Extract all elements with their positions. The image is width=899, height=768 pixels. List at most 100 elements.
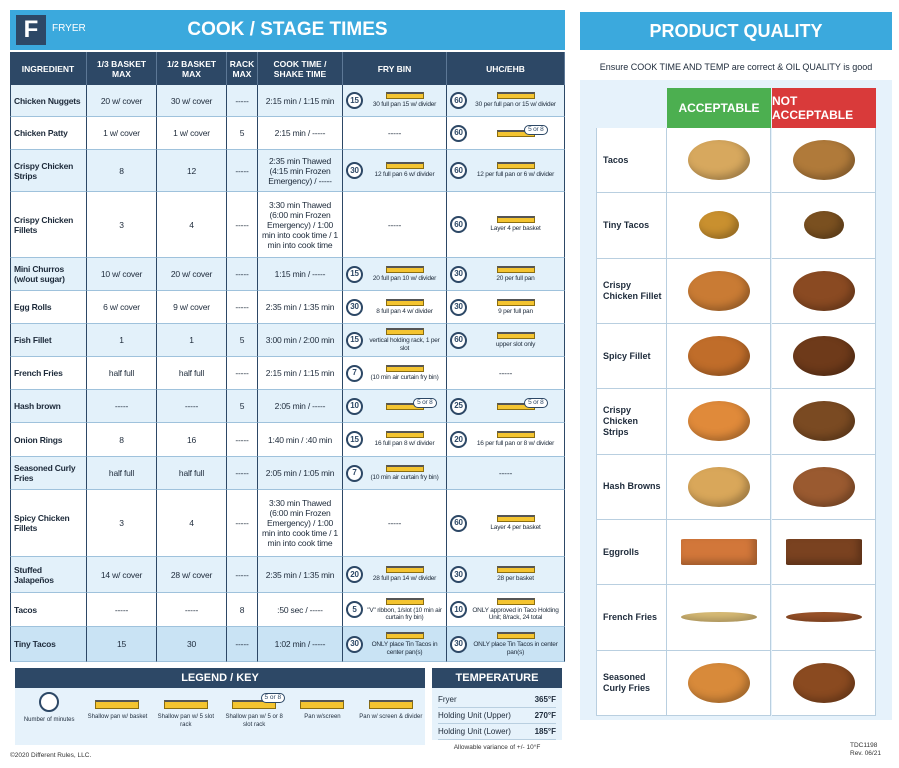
not-acceptable-photo-cell xyxy=(772,389,876,455)
fry-cell: 7 (10 min air curtain fry bin) xyxy=(343,357,447,390)
timer-icon: 25 xyxy=(450,397,467,415)
temperature-row: Holding Unit (Upper) 270°F xyxy=(438,708,556,724)
value-cell: half full xyxy=(87,457,157,490)
timer-icon: 15 xyxy=(346,331,363,349)
cell-content: 60 upper slot only xyxy=(450,331,561,349)
pan-info: 20 per full pan xyxy=(470,265,561,283)
fry-cell: 15 vertical holding rack, 1 per slot xyxy=(343,324,447,357)
pan-info: 8 full pan 4 w/ divider xyxy=(366,298,443,316)
rack-badge: 5 or 8 xyxy=(260,693,286,703)
ingredient-cell: Hash brown xyxy=(10,390,87,423)
pan-info: vertical holding rack, 1 per slot xyxy=(366,328,443,352)
product-name: Hash Browns xyxy=(603,481,661,492)
value-cell: ----- xyxy=(87,390,157,423)
temperature-value: 270°F xyxy=(534,711,556,720)
uhc-cell: 60 5 or 8 xyxy=(447,117,565,150)
pan-icon xyxy=(385,464,424,472)
cell-content: 15 30 full pan 15 w/ divider xyxy=(346,92,443,109)
legend-item: 5 or 8 Shallow pan w/ 5 or 8 slot rack xyxy=(220,692,288,742)
fry-cell: 30 8 full pan 4 w/ divider xyxy=(343,291,447,324)
product-name: Tiny Tacos xyxy=(603,219,650,230)
acceptable-photo xyxy=(687,140,750,181)
pan-info: 28 full pan 14 w/ divider xyxy=(366,566,443,583)
fry-cell: 5 "V" ribbon, 1/slot (10 min air curtain … xyxy=(343,593,447,627)
cell-content: 15 20 full pan 10 w/ divider xyxy=(346,265,443,283)
timer-icon: 60 xyxy=(450,331,467,349)
value-cell: 30 w/ cover xyxy=(157,85,227,117)
acceptable-photo-cell xyxy=(667,585,771,651)
pan-note: ONLY place Tin Tacos in center pan(s) xyxy=(371,641,438,656)
product-name-cell: Hash Browns xyxy=(596,454,667,520)
value-cell: ----- xyxy=(157,390,227,423)
column-header: UHC/EHB xyxy=(447,52,565,85)
value-cell: 8 xyxy=(227,593,258,627)
temperature-title: TEMPERATURE xyxy=(432,668,562,688)
doc-code: TDC1198 Rev. 06/21 xyxy=(850,742,899,758)
uhc-cell: 60 Layer 4 per basket xyxy=(447,192,565,258)
uhc-cell: 30 28 per basket xyxy=(447,557,565,593)
ingredient-cell: French Fries xyxy=(10,357,87,390)
timer-icon: 30 xyxy=(346,162,363,179)
value-cell: 5 xyxy=(227,117,258,150)
ingredient-cell: Seasoned Curly Fries xyxy=(10,457,87,490)
not-acceptable-photo xyxy=(792,270,855,311)
value-cell: 28 w/ cover xyxy=(157,557,227,593)
legend-label: Pan w/screen xyxy=(304,714,341,720)
pan-icon xyxy=(496,331,535,339)
value-cell: 2:35 min / 1:35 min xyxy=(258,557,343,593)
pan-icon xyxy=(385,632,424,639)
cell-content: 20 16 per full pan or 8 w/ divider xyxy=(450,431,561,448)
value-cell: 1 xyxy=(87,324,157,357)
ingredient-cell: Tacos xyxy=(10,593,87,627)
pan-info: 5 or 8 xyxy=(470,124,561,137)
temperature-label: Fryer xyxy=(438,695,457,704)
product-name-cell: Seasoned Curly Fries xyxy=(596,650,667,716)
pan-note: ONLY place Tin Tacos in center pan(s) xyxy=(473,641,558,656)
value-cell: 3:30 min Thawed (6:00 min Frozen Emergen… xyxy=(258,490,343,557)
temperature-row: Holding Unit (Lower) 185°F xyxy=(438,724,556,740)
fryer-header: F FRYER COOK / STAGE TIMES xyxy=(10,10,565,50)
value-cell: 8 xyxy=(87,150,157,192)
timer-icon: 60 xyxy=(450,216,467,233)
acceptable-photo-cell xyxy=(667,454,771,520)
product-name: Spicy Fillet xyxy=(603,350,651,361)
pan-note: vertical holding rack, 1 per slot xyxy=(369,337,440,352)
timer-icon: 60 xyxy=(450,124,467,142)
cell-content: 60 30 per full pan or 15 w/ divider xyxy=(450,92,561,109)
pan-info: 9 per full pan xyxy=(470,298,561,316)
acceptable-photo-cell xyxy=(667,193,771,259)
ingredient-cell: Spicy Chicken Fillets xyxy=(10,490,87,557)
fry-cell: 10 5 or 8 xyxy=(343,390,447,423)
timer-icon: 15 xyxy=(346,265,363,283)
acceptable-photo xyxy=(687,270,750,311)
acceptable-header: ACCEPTABLE xyxy=(667,88,771,128)
pan-note: 28 full pan 14 w/ divider xyxy=(372,575,437,583)
pan-icon xyxy=(496,216,535,224)
value-cell: 16 xyxy=(157,423,227,457)
value-cell: ----- xyxy=(227,457,258,490)
pan-note: (10 min air curtain fry bin) xyxy=(370,473,439,481)
value-cell: 1 w/ cover xyxy=(87,117,157,150)
product-name-cell: Crispy Chicken Strips xyxy=(596,389,667,455)
ingredient-cell: Crispy Chicken Strips xyxy=(10,150,87,192)
acceptable-photo xyxy=(687,466,750,507)
temperature-row: Fryer 365°F xyxy=(438,692,556,708)
pan-note: 28 per basket xyxy=(497,575,534,583)
product-name-cell: Spicy Fillet xyxy=(596,324,667,390)
cell-content: 30 ONLY place Tin Tacos in center pan(s) xyxy=(450,632,561,656)
not-acceptable-photo-cell xyxy=(772,454,876,520)
value-cell: 4 xyxy=(157,490,227,557)
value-cell: 3 xyxy=(87,490,157,557)
pan-icon xyxy=(496,298,535,306)
timer-icon: 30 xyxy=(450,566,467,583)
pan-note: ONLY approved in Taco Holding Unit; 8/ra… xyxy=(472,606,559,622)
value-cell: 1:02 min / ----- xyxy=(258,627,343,662)
ingredient-cell: Onion Rings xyxy=(10,423,87,457)
timer-icon: 7 xyxy=(346,464,363,482)
pan-icon: 5 or 8 xyxy=(496,124,548,137)
legend-item: Pan w/screen xyxy=(288,692,356,742)
value-cell: 8 xyxy=(87,423,157,457)
temperature-value: 185°F xyxy=(534,727,556,736)
legend-pan: 5 or 8 xyxy=(232,693,286,709)
